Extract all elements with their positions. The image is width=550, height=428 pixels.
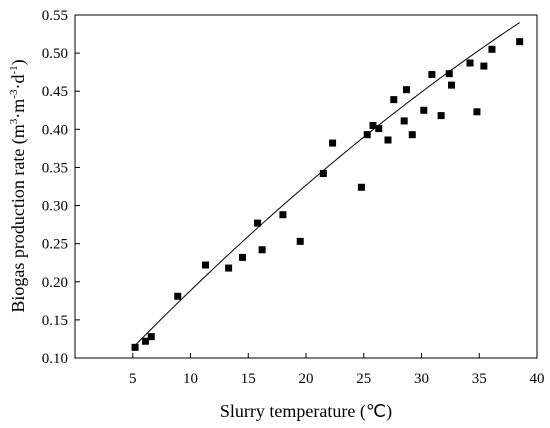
data-point bbox=[400, 117, 408, 125]
x-tick-label: 5 bbox=[129, 371, 137, 387]
y-axis-title: Biogas production rate (m3·m-3·d-1) bbox=[8, 59, 29, 312]
data-point bbox=[369, 122, 377, 130]
data-point bbox=[428, 70, 436, 78]
x-tick-label: 20 bbox=[299, 371, 314, 387]
y-tick-label: 0.45 bbox=[42, 84, 68, 100]
data-point bbox=[202, 261, 210, 269]
data-point bbox=[466, 59, 474, 67]
data-point bbox=[516, 38, 524, 46]
data-point bbox=[225, 264, 233, 272]
y-axis-title-mid1: ·m bbox=[8, 99, 28, 119]
y-axis-title-sup2: -3 bbox=[8, 89, 20, 99]
data-point bbox=[375, 125, 383, 133]
y-axis-title-main: Biogas production rate (m bbox=[8, 124, 29, 312]
data-point bbox=[279, 211, 287, 219]
data-point bbox=[408, 131, 416, 139]
data-point bbox=[357, 183, 365, 191]
y-axis-title-sup1: 3 bbox=[8, 118, 20, 124]
y-axis-ticks: 0.10 0.15 0.20 0.25 0.30 0.35 0.40 0.45 0.50 0.55 bbox=[42, 8, 80, 367]
data-point bbox=[147, 333, 155, 341]
data-point bbox=[131, 343, 139, 351]
fit-curve bbox=[132, 22, 520, 349]
y-tick-label: 0.35 bbox=[42, 160, 68, 176]
x-tick-label: 25 bbox=[356, 371, 371, 387]
y-tick-label: 0.40 bbox=[42, 122, 68, 138]
y-axis-title-end: ) bbox=[8, 59, 29, 65]
x-axis-ticks: 5 10 15 20 25 30 35 40 bbox=[129, 353, 545, 387]
data-point bbox=[402, 86, 410, 94]
data-point bbox=[174, 292, 182, 300]
x-tick-label: 35 bbox=[472, 371, 487, 387]
y-tick-label: 0.55 bbox=[42, 8, 68, 24]
x-axis-title: Slurry temperature (℃) bbox=[220, 401, 392, 422]
y-tick-label: 0.10 bbox=[42, 351, 68, 367]
data-points bbox=[131, 38, 524, 351]
data-point bbox=[390, 96, 398, 104]
y-tick-label: 0.50 bbox=[42, 46, 68, 62]
data-point bbox=[448, 81, 456, 89]
data-point bbox=[445, 70, 453, 78]
y-tick-label: 0.15 bbox=[42, 313, 68, 329]
data-point bbox=[296, 237, 304, 245]
data-point bbox=[488, 45, 496, 53]
x-tick-label: 10 bbox=[183, 371, 198, 387]
y-axis-title-mid2: ·d bbox=[8, 75, 28, 90]
x-tick-label: 40 bbox=[530, 371, 545, 387]
data-point bbox=[420, 106, 428, 114]
data-point bbox=[363, 131, 371, 139]
y-tick-label: 0.30 bbox=[42, 199, 68, 215]
data-point bbox=[480, 62, 488, 70]
y-axis-title-sup3: -1 bbox=[8, 65, 20, 74]
x-tick-label: 30 bbox=[414, 371, 429, 387]
data-point bbox=[437, 112, 445, 120]
data-point bbox=[258, 246, 266, 254]
data-point bbox=[473, 108, 481, 116]
data-point bbox=[319, 170, 327, 178]
y-tick-label: 0.25 bbox=[42, 237, 68, 253]
data-point bbox=[384, 136, 392, 144]
data-point bbox=[141, 337, 149, 345]
data-point bbox=[329, 139, 337, 147]
data-point bbox=[253, 219, 261, 227]
x-tick-label: 15 bbox=[241, 371, 256, 387]
data-point bbox=[238, 253, 246, 261]
y-tick-label: 0.20 bbox=[42, 275, 68, 291]
